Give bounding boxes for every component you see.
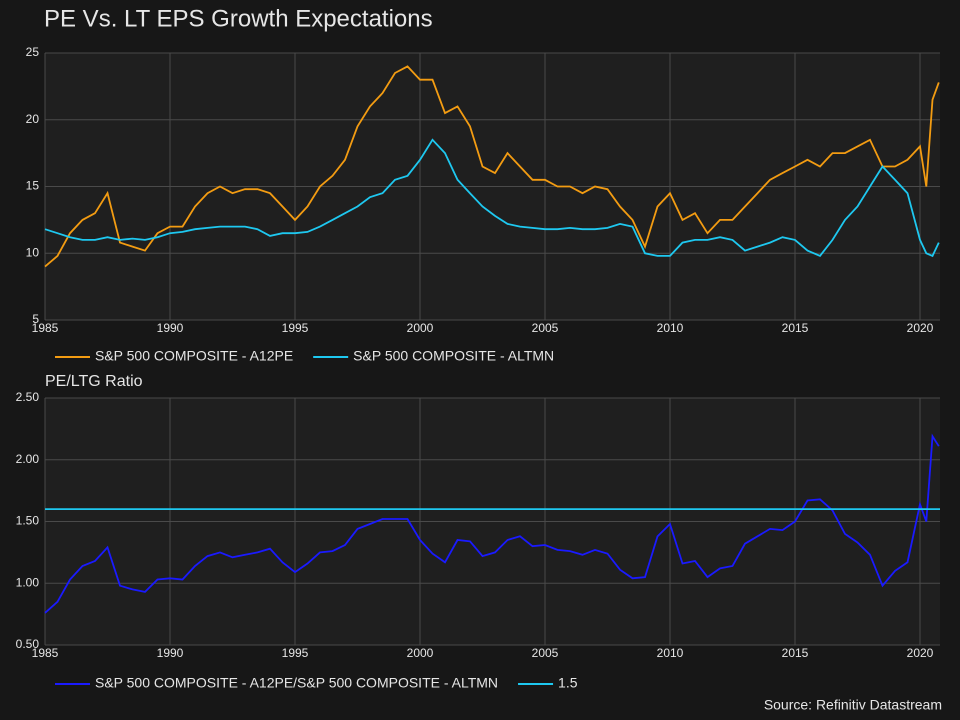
y-tick-label: 20 — [26, 112, 40, 126]
series-line — [44, 65, 940, 268]
source-note: Source: Refinitiv Datastream — [764, 697, 942, 713]
legend-label: S&P 500 COMPOSITE - ALTMN — [353, 348, 554, 364]
x-tick-label: 1985 — [32, 646, 59, 660]
y-tick-label: 25 — [26, 45, 40, 59]
x-tick-label: 1990 — [157, 321, 184, 335]
panel-title: PE/LTG Ratio — [45, 373, 143, 390]
y-tick-label: 2.50 — [16, 390, 40, 404]
y-tick-label: 1.00 — [16, 575, 40, 589]
x-tick-label: 2020 — [907, 646, 934, 660]
series-line — [44, 433, 940, 614]
chart-title: PE Vs. LT EPS Growth Expectations — [44, 5, 433, 32]
x-tick-label: 2010 — [657, 646, 684, 660]
x-tick-label: 1990 — [157, 646, 184, 660]
x-tick-label: 2015 — [782, 646, 809, 660]
series-line — [44, 138, 940, 258]
legend-label: 1.5 — [558, 675, 578, 691]
y-tick-label: 5 — [32, 312, 39, 326]
y-tick-label: 10 — [26, 245, 40, 259]
x-tick-label: 2005 — [532, 646, 559, 660]
y-tick-label: 1.50 — [16, 514, 40, 528]
legend-label: S&P 500 COMPOSITE - A12PE/S&P 500 COMPOS… — [95, 675, 498, 691]
y-tick-label: 2.00 — [16, 452, 40, 466]
x-tick-label: 2000 — [407, 321, 434, 335]
x-tick-label: 2010 — [657, 321, 684, 335]
legend-label: S&P 500 COMPOSITE - A12PE — [95, 348, 293, 364]
x-tick-label: 2000 — [407, 646, 434, 660]
x-tick-label: 1995 — [282, 646, 309, 660]
y-tick-label: 15 — [26, 179, 40, 193]
x-tick-label: 1995 — [282, 321, 309, 335]
x-tick-label: 2005 — [532, 321, 559, 335]
x-tick-label: 1985 — [32, 321, 59, 335]
y-tick-label: 0.50 — [16, 637, 40, 651]
x-tick-label: 2020 — [907, 321, 934, 335]
x-tick-label: 2015 — [782, 321, 809, 335]
